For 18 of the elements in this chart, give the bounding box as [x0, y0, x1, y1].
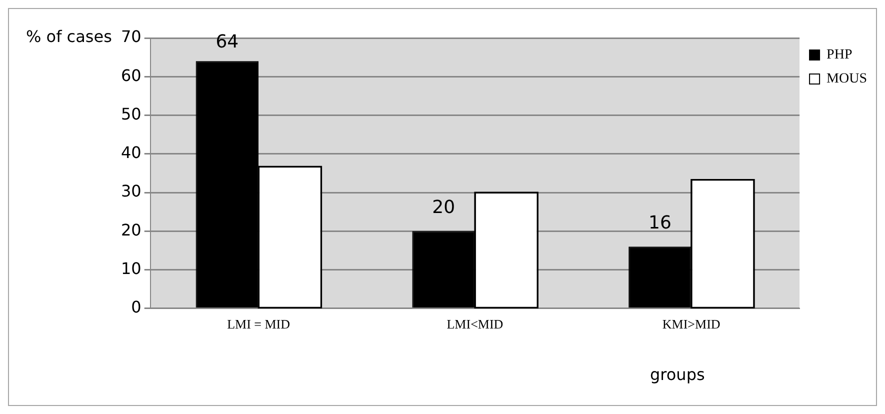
y-tick-label: 60: [121, 66, 142, 85]
y-tick-label: 10: [121, 258, 142, 278]
x-tick-label: LMI = MID: [227, 316, 290, 332]
y-tick-label: 30: [121, 182, 142, 201]
data-label: 16: [648, 212, 672, 234]
y-tick-label: 0: [131, 298, 142, 317]
y-tick-label: 70: [121, 27, 142, 46]
y-tick-label: 50: [121, 104, 142, 124]
x-tick-label: KMI>MID: [662, 316, 720, 332]
legend-label: PHP: [826, 48, 852, 63]
y-tick-label: 20: [121, 220, 142, 240]
data-label: 64: [216, 32, 239, 53]
y-axis-title: % of cases: [26, 27, 112, 46]
y-tick-label: 40: [121, 143, 142, 162]
x-tick-label: LMI<MID: [446, 316, 504, 332]
data-label: 20: [432, 196, 456, 218]
legend-label: MOUS: [826, 72, 868, 87]
x-axis-title: groups: [650, 365, 705, 384]
